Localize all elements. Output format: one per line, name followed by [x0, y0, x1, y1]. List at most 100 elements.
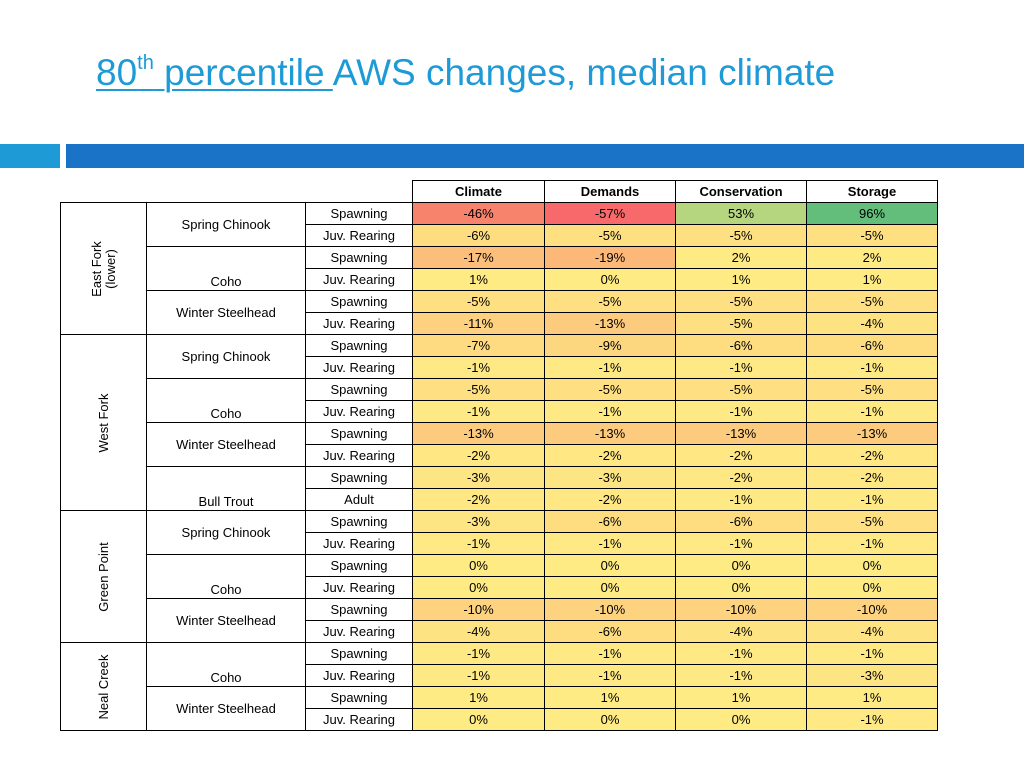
- location-cell: Green Point: [60, 510, 147, 643]
- value-cell-conservation: 0%: [675, 576, 807, 599]
- location-label: East Fork (lower): [89, 241, 118, 297]
- life-stage-cell: Juv. Rearing: [305, 400, 413, 423]
- value-cell-demands: 0%: [544, 268, 676, 291]
- title-superscript: th: [137, 52, 154, 74]
- value-cell-demands: 0%: [544, 576, 676, 599]
- table-row: Adult -2% -2% -1% -1%: [61, 488, 938, 511]
- value-cell-climate: -1%: [412, 642, 545, 665]
- value-cell-storage: -5%: [806, 510, 938, 533]
- value-cell-climate: -1%: [412, 400, 545, 423]
- value-cell-climate: -5%: [412, 378, 545, 401]
- value-cell-demands: -10%: [544, 598, 676, 621]
- table-row: Juv. Rearing 0% 0% 0% -1%: [61, 708, 938, 731]
- table-row: Juv. Rearing -1% -1% -1% -1%: [61, 532, 938, 555]
- table-header-row: Climate Demands Conservation Storage: [61, 180, 938, 203]
- value-cell-conservation: -2%: [675, 466, 807, 489]
- value-cell-conservation: -1%: [675, 356, 807, 379]
- value-cell-conservation: -13%: [675, 422, 807, 445]
- value-cell-storage: -2%: [806, 444, 938, 467]
- column-header-conservation: Conservation: [675, 180, 807, 203]
- species-cell: Bull Trout: [146, 466, 306, 511]
- title-link-number: 80: [96, 52, 138, 93]
- life-stage-cell: Spawning: [305, 422, 413, 445]
- title-text: AWS changes, median climate: [332, 52, 836, 93]
- value-cell-climate: -13%: [412, 422, 545, 445]
- value-cell-climate: -11%: [412, 312, 545, 335]
- value-cell-storage: 0%: [806, 554, 938, 577]
- value-cell-demands: -1%: [544, 664, 676, 687]
- value-cell-climate: -46%: [412, 202, 545, 225]
- life-stage-cell: Spawning: [305, 554, 413, 577]
- value-cell-storage: -10%: [806, 598, 938, 621]
- life-stage-cell: Spawning: [305, 642, 413, 665]
- value-cell-climate: -1%: [412, 356, 545, 379]
- value-cell-climate: -3%: [412, 510, 545, 533]
- value-cell-demands: -19%: [544, 246, 676, 269]
- value-cell-climate: -4%: [412, 620, 545, 643]
- value-cell-storage: -13%: [806, 422, 938, 445]
- value-cell-conservation: -6%: [675, 510, 807, 533]
- title-link-text: percentile: [153, 52, 333, 93]
- value-cell-climate: -3%: [412, 466, 545, 489]
- aws-change-table: Climate Demands Conservation Storage East Fo…: [60, 180, 938, 731]
- blank-header-cell: [306, 181, 413, 203]
- slide-title: 80th percentile AWS changes, median clim…: [96, 52, 835, 94]
- life-stage-cell: Juv. Rearing: [305, 664, 413, 687]
- value-cell-conservation: -1%: [675, 532, 807, 555]
- value-cell-storage: -1%: [806, 356, 938, 379]
- life-stage-cell: Spawning: [305, 246, 413, 269]
- species-cell: Winter Steelhead: [146, 598, 306, 643]
- value-cell-conservation: -5%: [675, 378, 807, 401]
- table-row: Winter Steelhead Spawning 1% 1% 1% 1%: [61, 686, 938, 731]
- table-row: Winter Steelhead Spawning -5% -5% -5% -5%: [61, 290, 938, 335]
- table-row: Juv. Rearing 1% 0% 1% 1%: [61, 268, 938, 291]
- value-cell-demands: -2%: [544, 444, 676, 467]
- table-row: Winter Steelhead Spawning -10% -10% -10% -10%: [61, 598, 938, 643]
- life-stage-cell: Spawning: [305, 686, 413, 709]
- species-cell: Spring Chinook: [146, 510, 306, 555]
- location-cell: Neal Creek: [60, 642, 147, 731]
- life-stage-cell: Juv. Rearing: [305, 224, 413, 247]
- table-row: Bull Trout Spawning -3% -3% -2% -2%: [61, 466, 938, 511]
- life-stage-cell: Spawning: [305, 378, 413, 401]
- species-cell: Spring Chinook: [146, 334, 306, 379]
- value-cell-storage: -3%: [806, 664, 938, 687]
- value-cell-conservation: -1%: [675, 488, 807, 511]
- value-cell-demands: -9%: [544, 334, 676, 357]
- value-cell-conservation: -4%: [675, 620, 807, 643]
- title-link[interactable]: 80th percentile: [96, 52, 333, 93]
- value-cell-storage: -1%: [806, 642, 938, 665]
- value-cell-climate: -1%: [412, 532, 545, 555]
- table-row: Juv. Rearing -1% -1% -1% -1%: [61, 356, 938, 379]
- value-cell-conservation: 53%: [675, 202, 807, 225]
- table-row: Juv. Rearing -1% -1% -1% -1%: [61, 400, 938, 423]
- value-cell-climate: -1%: [412, 664, 545, 687]
- species-cell: Spring Chinook: [146, 202, 306, 247]
- value-cell-climate: -17%: [412, 246, 545, 269]
- value-cell-conservation: 2%: [675, 246, 807, 269]
- value-cell-storage: 1%: [806, 686, 938, 709]
- column-header-demands: Demands: [544, 180, 676, 203]
- species-cell: Winter Steelhead: [146, 686, 306, 731]
- blank-header-cell: [61, 181, 147, 203]
- value-cell-conservation: -2%: [675, 444, 807, 467]
- value-cell-climate: -10%: [412, 598, 545, 621]
- location-label-line: (lower): [102, 248, 118, 289]
- table-body: Climate Demands Conservation Storage East Fo…: [60, 180, 938, 731]
- accent-bar: [66, 144, 1024, 168]
- table-row: Neal Creek Coho Spawning -1% -1% -1% -1%: [60, 642, 938, 731]
- value-cell-storage: -6%: [806, 334, 938, 357]
- value-cell-conservation: -10%: [675, 598, 807, 621]
- value-cell-storage: 0%: [806, 576, 938, 599]
- location-label: West Fork: [96, 393, 111, 452]
- value-cell-storage: -5%: [806, 224, 938, 247]
- life-stage-cell: Juv. Rearing: [305, 532, 413, 555]
- table-row: Coho Spawning 0% 0% 0% 0%: [61, 554, 938, 599]
- value-cell-demands: -5%: [544, 378, 676, 401]
- value-cell-storage: -4%: [806, 312, 938, 335]
- life-stage-cell: Juv. Rearing: [305, 268, 413, 291]
- value-cell-conservation: 0%: [675, 708, 807, 731]
- value-cell-storage: -1%: [806, 532, 938, 555]
- life-stage-cell: Adult: [305, 488, 413, 511]
- value-cell-conservation: -6%: [675, 334, 807, 357]
